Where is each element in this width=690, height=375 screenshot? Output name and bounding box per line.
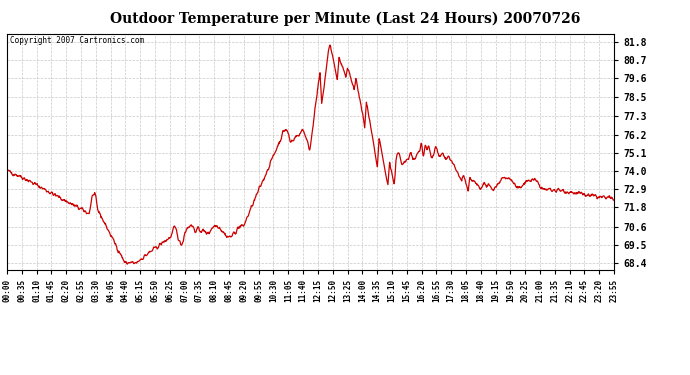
Text: Copyright 2007 Cartronics.com: Copyright 2007 Cartronics.com bbox=[10, 36, 144, 45]
Text: Outdoor Temperature per Minute (Last 24 Hours) 20070726: Outdoor Temperature per Minute (Last 24 … bbox=[110, 11, 580, 26]
